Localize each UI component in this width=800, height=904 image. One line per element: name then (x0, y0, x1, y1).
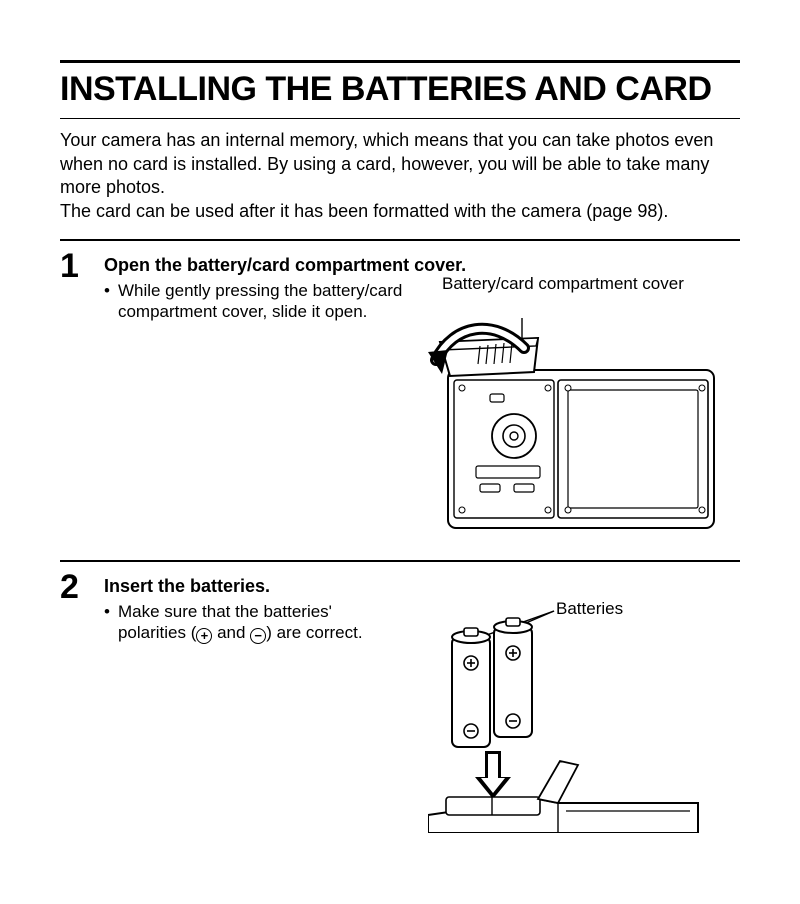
step-2-diagram-area: Batteries (428, 601, 740, 833)
step-2: 2 Insert the batteries. • Make sure that… (60, 572, 740, 833)
step-2-number: 2 (60, 570, 104, 604)
step-1-diagram-area: Battery/card compartment cover (428, 280, 740, 542)
bullet-dot: • (104, 280, 110, 323)
step-1-bullet: While gently pressing the battery/card c… (118, 280, 404, 323)
step-2-text: • Make sure that the batteries' polariti… (104, 601, 404, 833)
step-2-bullet: Make sure that the batteries' polarities… (118, 601, 404, 644)
step-1: 1 Open the battery/card compartment cove… (60, 251, 740, 542)
step-2-callout: Batteries (556, 599, 623, 619)
intro-line-2: The card can be used after it has been f… (60, 201, 668, 221)
step-1-text: • While gently pressing the battery/card… (104, 280, 404, 542)
bullet-dot: • (104, 601, 110, 644)
step-1-title: Open the battery/card compartment cover. (104, 251, 740, 276)
rule-before-steps (60, 239, 740, 241)
minus-icon: − (250, 628, 266, 644)
step-1-callout: Battery/card compartment cover (442, 274, 684, 294)
intro-paragraph: Your camera has an internal memory, whic… (60, 129, 740, 223)
rule-between-steps (60, 560, 740, 562)
camera-diagram-1 (428, 280, 718, 542)
plus-icon: + (196, 628, 212, 644)
top-rule (60, 60, 740, 63)
batteries-diagram (428, 601, 718, 833)
intro-line-1: Your camera has an internal memory, whic… (60, 130, 713, 197)
step-1-number: 1 (60, 249, 104, 283)
step-2-title: Insert the batteries. (104, 572, 740, 597)
rule-under-title (60, 118, 740, 119)
page-title: INSTALLING THE BATTERIES AND CARD (60, 71, 740, 108)
